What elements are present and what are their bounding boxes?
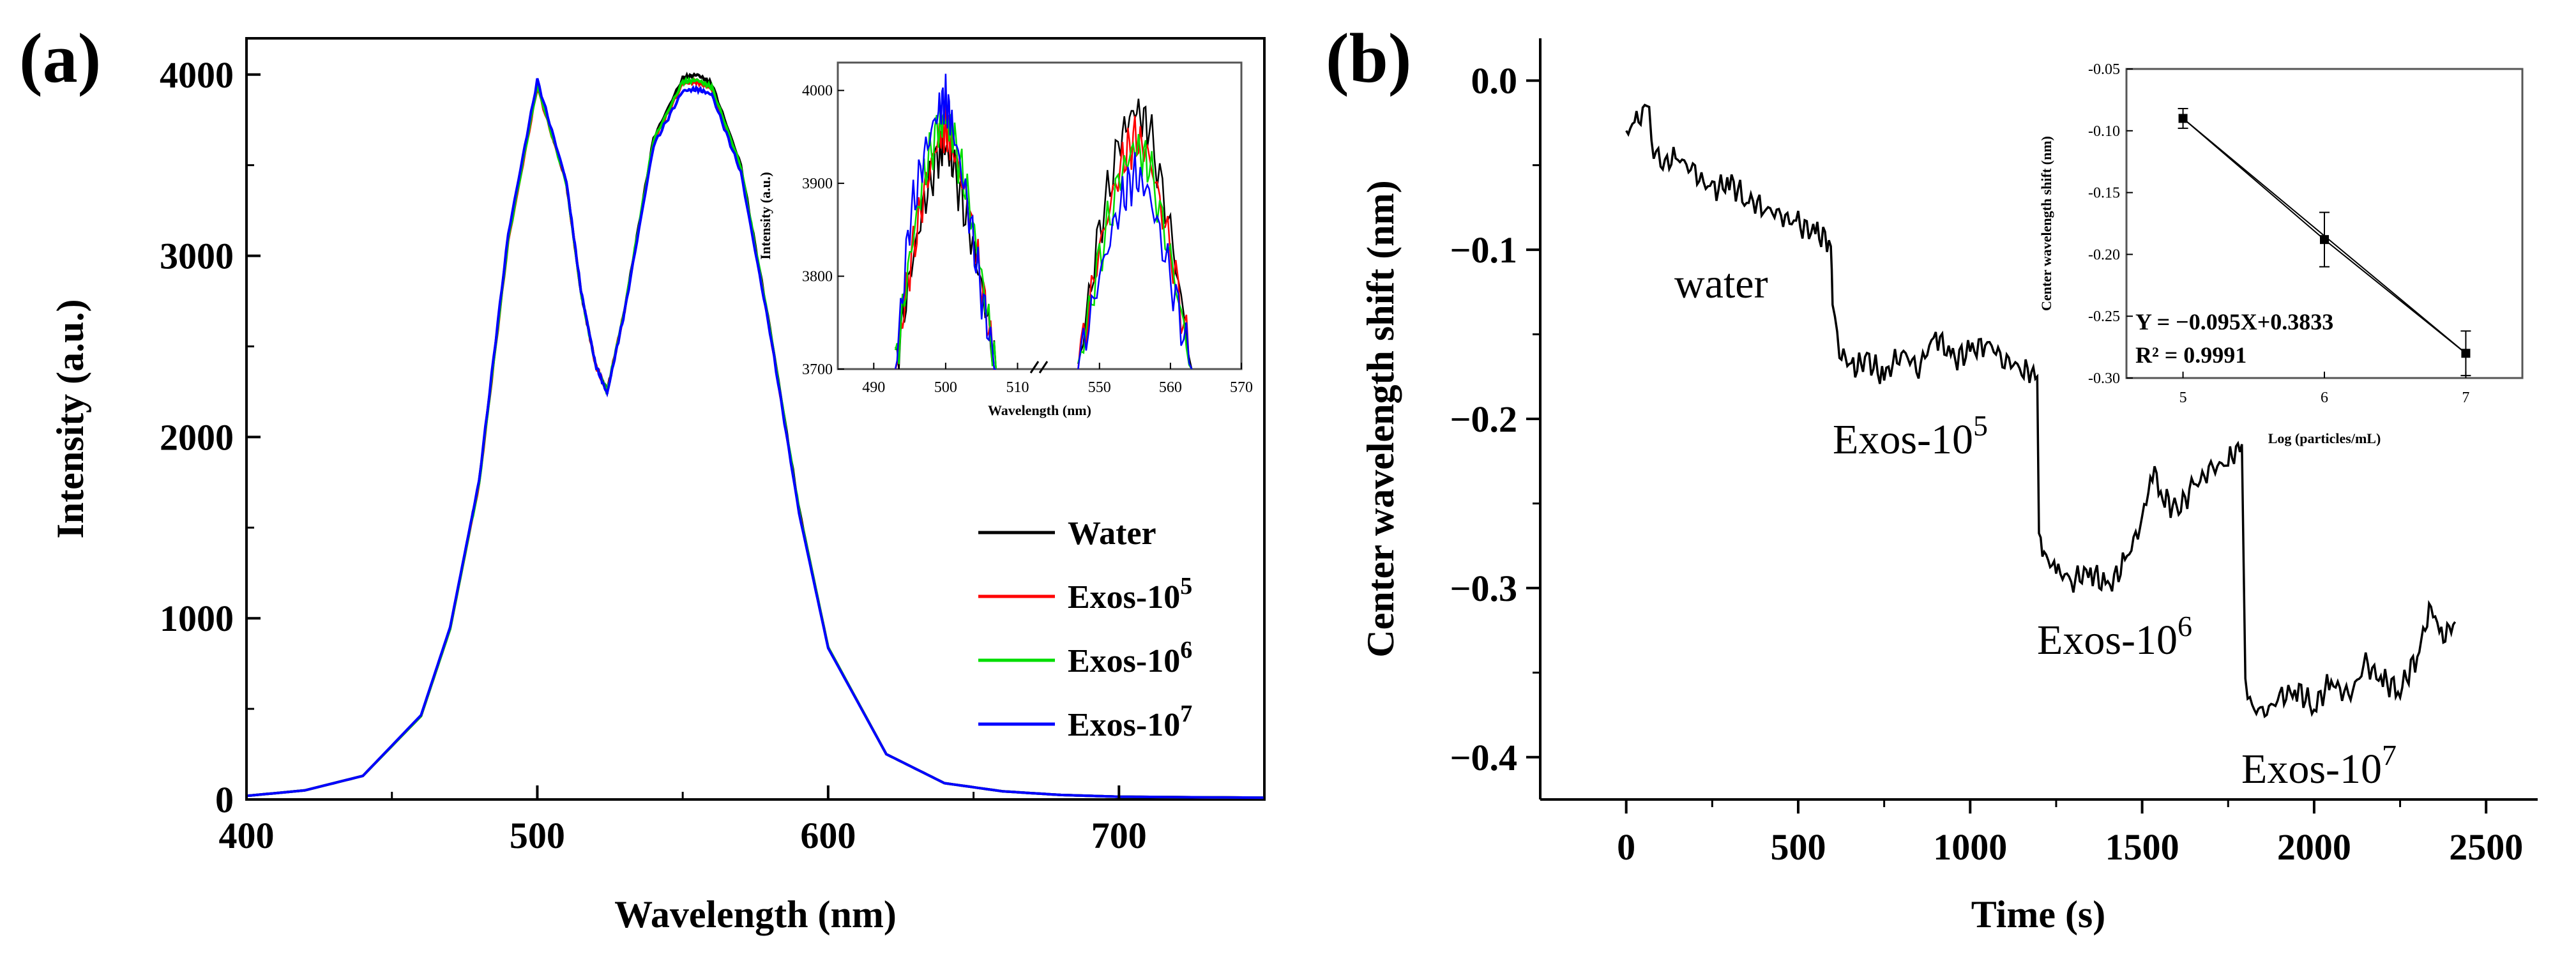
y-tick-label-b: −0.2 xyxy=(1450,398,1517,440)
y-tick-label-a: 1000 xyxy=(160,598,234,639)
plot-frame-a xyxy=(245,37,1266,801)
fit-equation: Y = −0.095X+0.3833 xyxy=(2135,309,2333,335)
legend-label-water: Water xyxy=(1068,515,1156,552)
series-group-b xyxy=(1625,103,2457,718)
y-tick-label-b: 0.0 xyxy=(1471,60,1518,102)
inset-series-group-a xyxy=(894,73,1193,370)
inset-series-line-a xyxy=(894,105,997,370)
y-axis-ticks-a: 0 1000 2000 3000 4000 xyxy=(160,54,261,821)
annotation-exos5: Exos-105 xyxy=(1833,409,1988,463)
legend-label-exos5: Exos-105 xyxy=(1068,573,1192,616)
annotation-exos6: Exos-106 xyxy=(2037,610,2192,663)
x-tick-label-b: 0 xyxy=(1617,826,1635,868)
annotation-exos7: Exos-107 xyxy=(2241,739,2397,792)
inset-a: 490 500 510 550 560 570 3700 3800 3900 4000 Wavel… xyxy=(757,61,1253,418)
y-axis-title-a: Intensity (a.u.) xyxy=(49,299,91,538)
inset-x-tick-label-b: 6 xyxy=(2321,390,2328,406)
y-axis-title-b: Center wavelength shift (nm) xyxy=(1360,180,1402,657)
inset-y-tick-label-a: 3700 xyxy=(802,361,833,378)
inset-x-tick-label-b: 5 xyxy=(2179,390,2187,406)
x-tick-label-b: 2000 xyxy=(2277,826,2351,868)
panel-label-b: (b) xyxy=(1326,19,1411,97)
x-tick-label-b: 500 xyxy=(1770,826,1826,868)
panel-b: (b) 0 500 1000 1500 2000 2500 0.0 −0.1 −0.2 −0.3… xyxy=(1326,19,2538,935)
inset-y-tick-label-a: 4000 xyxy=(802,83,833,100)
inset-b: 5 6 7 -0.05 -0.10 -0.15 -0.20 -0.25 -0.30 Y = −0… xyxy=(2038,61,2524,446)
y-tick-label-a: 2000 xyxy=(160,416,234,458)
inset-y-title-a: Intensity (a.u.) xyxy=(757,172,773,260)
inset-x-tick-label-a: 500 xyxy=(934,379,957,396)
inset-x-tick-label-a: 510 xyxy=(1006,379,1029,396)
panel-a: (a) 400 500 600 700 0 1000 2000 3000 4000 Wavel… xyxy=(19,19,1266,935)
data-point xyxy=(2320,235,2329,245)
fit-r-squared: R² = 0.9991 xyxy=(2135,342,2246,368)
inset-ticks-b: 5 6 7 -0.05 -0.10 -0.15 -0.20 -0.25 -0.30 xyxy=(2088,61,2469,406)
inset-y-tick-label-b: -0.10 xyxy=(2088,123,2120,140)
y-tick-label-b: −0.1 xyxy=(1450,229,1517,271)
series-line-exos7 xyxy=(246,78,1265,799)
inset-x-tick-label-a: 490 xyxy=(862,379,885,396)
y-tick-label-a: 4000 xyxy=(160,54,234,96)
inset-x-title-b: Log (particles/mL) xyxy=(2268,430,2381,446)
annotation-water: water xyxy=(1674,261,1768,307)
data-point xyxy=(2178,114,2188,123)
inset-ticks-a: 490 500 510 550 560 570 3700 3800 3900 4000 xyxy=(802,83,1253,396)
y-tick-label-a: 0 xyxy=(215,779,234,821)
y-axis-ticks-b: 0.0 −0.1 −0.2 −0.3 −0.4 xyxy=(1450,60,1540,778)
inset-series-line-a xyxy=(1077,152,1193,370)
inset-x-tick-label-a: 570 xyxy=(1230,379,1253,396)
inset-y-tick-label-b: -0.15 xyxy=(2088,185,2120,202)
x-axis-title-b: Time (s) xyxy=(1971,893,2106,935)
x-tick-label-a: 600 xyxy=(800,815,856,856)
panel-label-a: (a) xyxy=(19,19,101,97)
legend-a: Water Exos-105 Exos-106 Exos-107 xyxy=(978,515,1192,743)
x-axis-ticks-b: 0 500 1000 1500 2000 2500 xyxy=(1617,799,2523,868)
legend-label-exos7: Exos-107 xyxy=(1068,700,1192,743)
inset-plot-b xyxy=(2178,107,2471,377)
x-axis-title-a: Wavelength (nm) xyxy=(614,893,897,935)
inset-series-line-a xyxy=(894,73,996,370)
inset-y-tick-label-b: -0.05 xyxy=(2088,61,2120,78)
series-group-a xyxy=(246,72,1265,799)
x-tick-label-a: 500 xyxy=(510,815,565,856)
x-tick-label-b: 1000 xyxy=(1933,826,2007,868)
inset-y-tick-label-a: 3900 xyxy=(802,176,833,192)
axis-break-marker xyxy=(1029,361,1049,374)
inset-x-title-a: Wavelength (nm) xyxy=(988,402,1091,418)
y-tick-label-b: −0.4 xyxy=(1450,737,1517,778)
inset-x-tick-label-a: 550 xyxy=(1088,379,1111,396)
x-axis-ticks-a: 400 500 600 700 xyxy=(219,785,1266,856)
inset-x-tick-label-b: 7 xyxy=(2462,390,2469,406)
annotations-b: water Exos-105 Exos-106 Exos-107 xyxy=(1674,261,2397,792)
y-tick-label-a: 3000 xyxy=(160,236,234,277)
legend-label-exos6: Exos-106 xyxy=(1068,637,1192,679)
inset-y-tick-label-b: -0.25 xyxy=(2088,308,2120,325)
inset-y-tick-label-a: 3800 xyxy=(802,269,833,285)
data-point xyxy=(2461,349,2471,358)
x-tick-label-b: 1500 xyxy=(2105,826,2179,868)
inset-x-tick-label-a: 560 xyxy=(1159,379,1182,396)
inset-y-tick-label-b: -0.30 xyxy=(2088,370,2120,387)
x-tick-label-a: 700 xyxy=(1091,815,1147,856)
x-tick-label-a: 400 xyxy=(219,815,275,856)
inset-y-tick-label-b: -0.20 xyxy=(2088,246,2120,263)
y-tick-label-b: −0.3 xyxy=(1450,568,1517,609)
inset-y-title-b: Center wavelength shift (nm) xyxy=(2038,136,2054,311)
series-line-shift xyxy=(1625,103,2457,718)
x-tick-label-b: 2500 xyxy=(2449,826,2523,868)
